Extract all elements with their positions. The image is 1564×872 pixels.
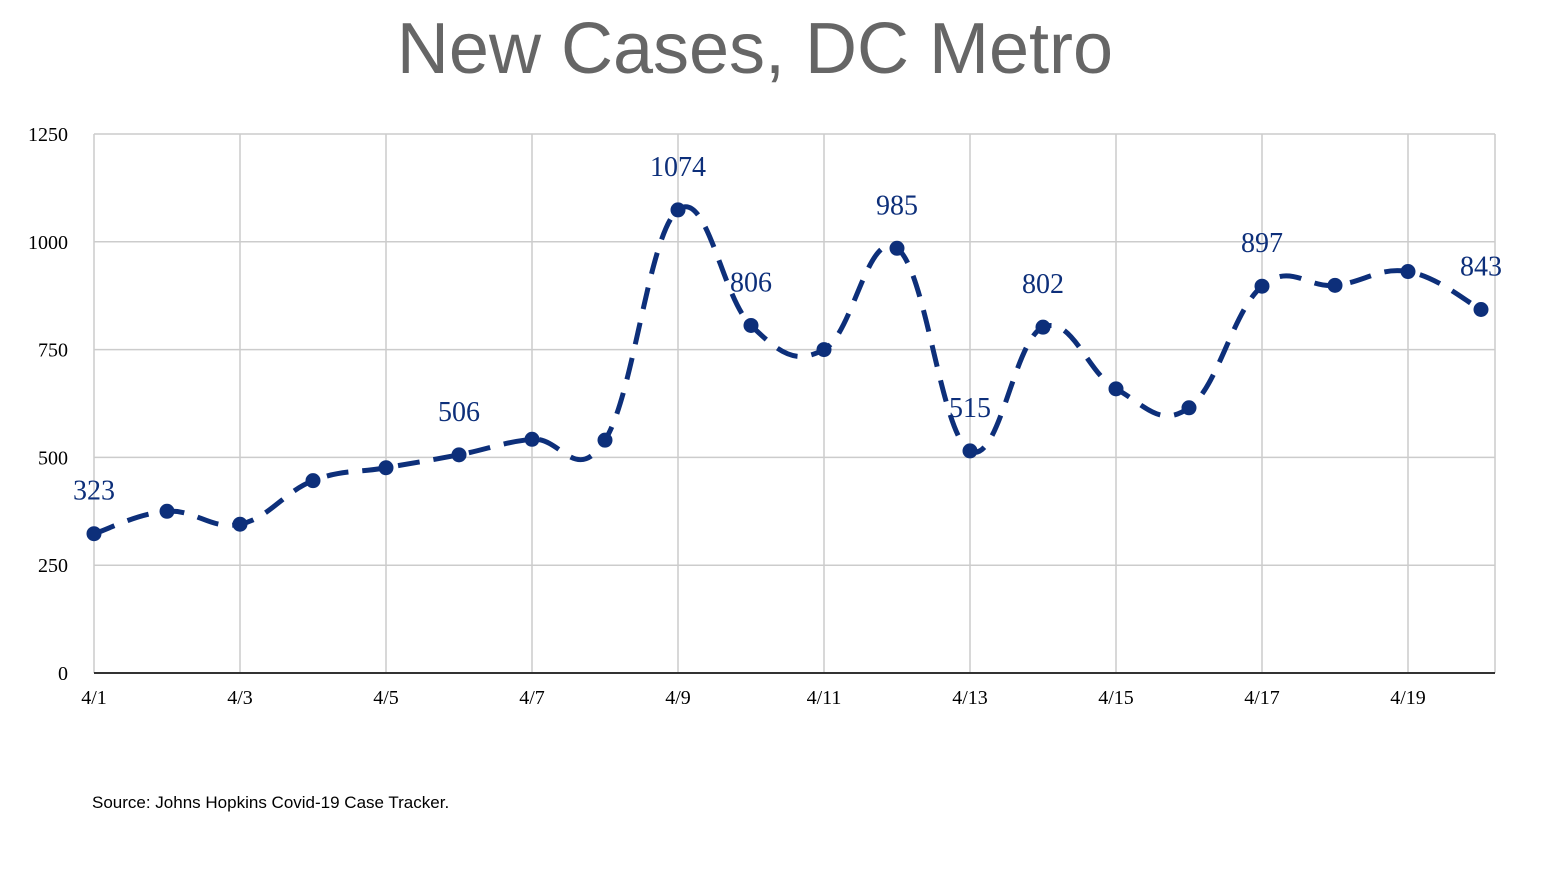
y-tick-label: 500: [38, 447, 68, 469]
y-tick-label: 250: [38, 555, 68, 577]
data-label: 1074: [650, 152, 706, 183]
x-tick-label: 4/19: [1390, 687, 1426, 709]
data-label: 802: [1022, 269, 1064, 300]
x-tick-label: 4/11: [807, 687, 842, 709]
source-note: Source: Johns Hopkins Covid-19 Case Trac…: [92, 793, 450, 812]
x-tick-label: 4/9: [665, 687, 691, 709]
x-tick-label: 4/7: [519, 687, 545, 709]
x-tick-label: 4/15: [1098, 687, 1134, 709]
y-tick-label: 750: [38, 340, 68, 362]
data-point: [1108, 381, 1124, 397]
data-point: [1473, 301, 1489, 317]
data-point: [962, 443, 978, 459]
data-point: [743, 317, 759, 333]
data-point: [524, 431, 540, 447]
data-point: [1035, 319, 1051, 335]
data-point: [597, 432, 613, 448]
data-point: [1254, 278, 1270, 294]
data-point: [889, 240, 905, 256]
data-point: [159, 503, 175, 519]
x-tick-label: 4/5: [373, 687, 399, 709]
chart-title: New Cases, DC Metro: [396, 9, 1114, 89]
y-tick-label: 0: [58, 663, 68, 685]
tick-labels: 0 250 500 750 1000 1250 4/1 4/3 4/5 4/7 4/9 4/11 4/1…: [28, 124, 1426, 709]
x-tick-label: 4/13: [952, 687, 988, 709]
data-point: [305, 473, 321, 489]
data-point: [378, 460, 394, 476]
data-label: 843: [1460, 251, 1502, 282]
y-tick-label: 1250: [28, 124, 68, 146]
x-tick-label: 4/17: [1244, 687, 1280, 709]
data-point: [1327, 277, 1343, 293]
data-label: 506: [438, 397, 480, 428]
x-tick-label: 4/1: [81, 687, 107, 709]
data-point: [86, 526, 102, 542]
data-point: [232, 516, 248, 532]
data-point: [451, 447, 467, 463]
line-chart: 0 250 500 750 1000 1250 4/1 4/3 4/5 4/7 4/9 4/11 4/1…: [28, 124, 1502, 709]
data-point: [816, 342, 832, 358]
data-label: 806: [730, 267, 772, 298]
x-tick-label: 4/3: [227, 687, 253, 709]
data-labels: 323 506 1074 806 985 515 802 897 843: [73, 152, 1502, 507]
data-point: [1181, 400, 1197, 416]
data-label: 515: [949, 393, 991, 424]
grid-lines: [93, 133, 1496, 673]
series-cases: [86, 202, 1489, 542]
y-tick-label: 1000: [28, 232, 68, 254]
data-point: [1400, 264, 1416, 280]
data-point: [670, 202, 686, 218]
data-label: 897: [1241, 228, 1283, 259]
data-label: 985: [876, 190, 918, 221]
data-label: 323: [73, 476, 115, 507]
